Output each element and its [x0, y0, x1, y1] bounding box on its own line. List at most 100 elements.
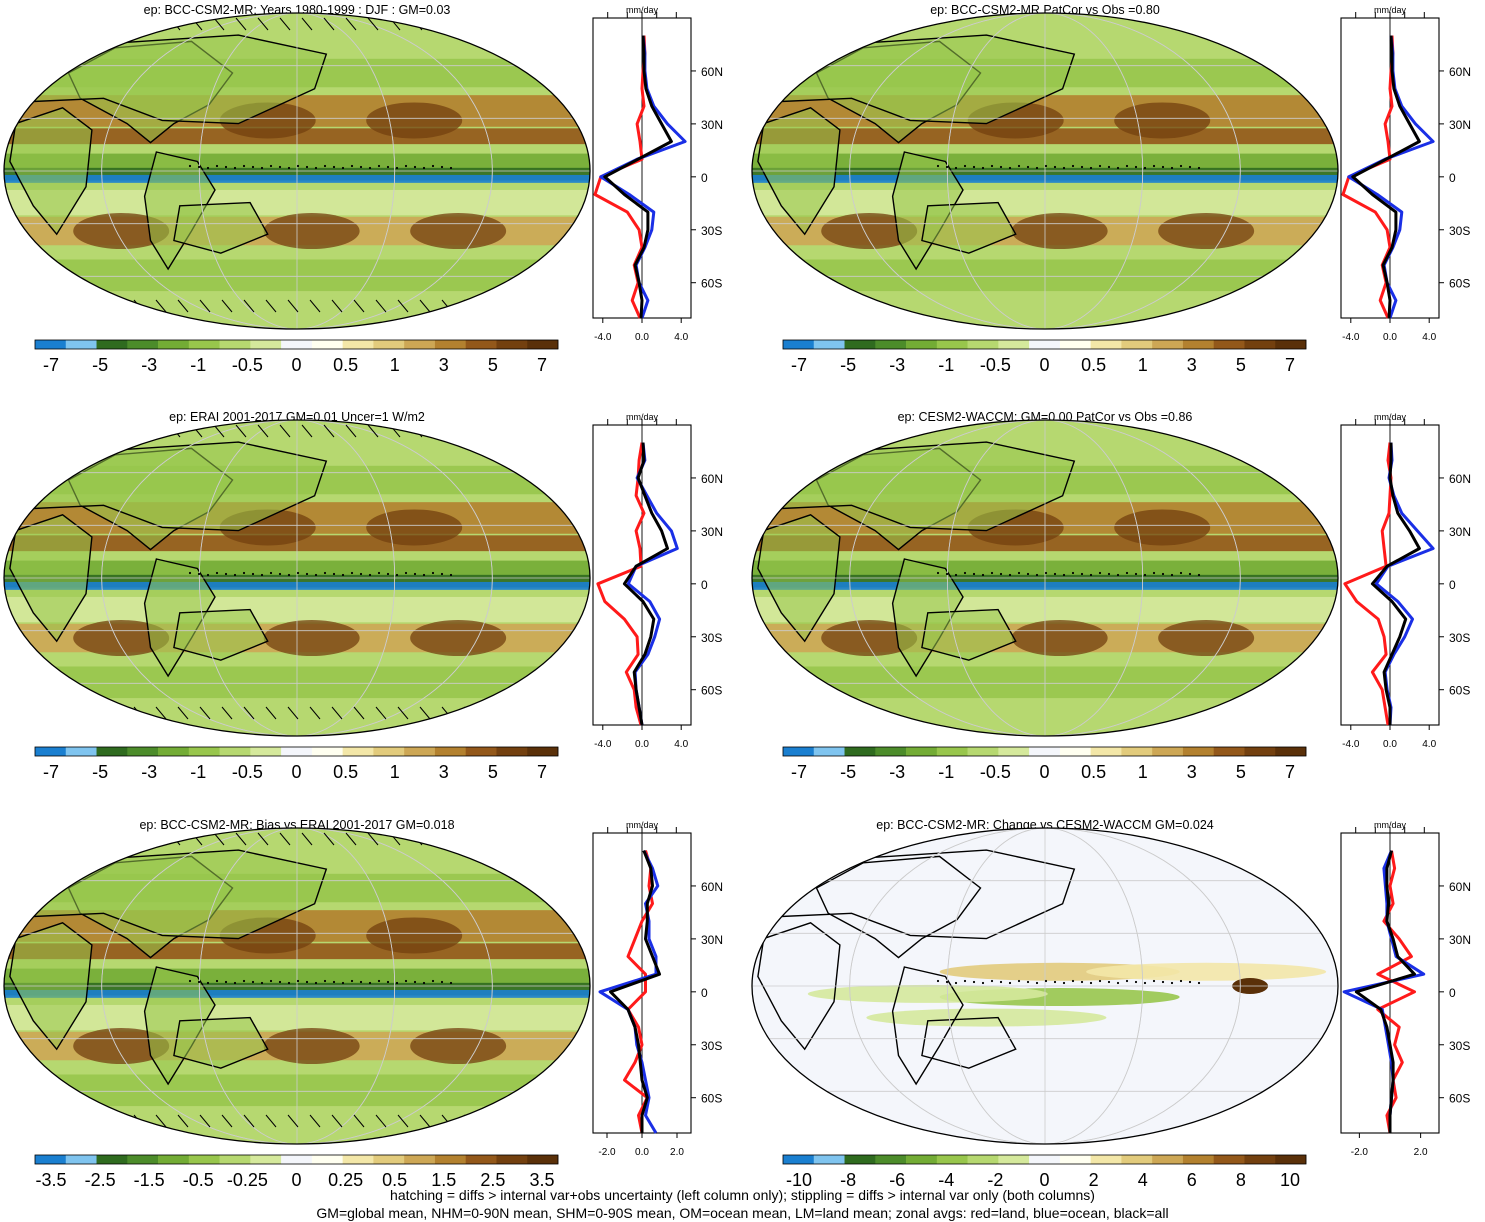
hatch-mark: [486, 1115, 496, 1127]
hatch-mark: [434, 833, 444, 845]
stipple-dot: [234, 574, 236, 576]
stipple-dot: [333, 573, 335, 575]
colorbar-swatch: [1244, 1155, 1275, 1164]
colorbar-swatch: [875, 1155, 906, 1164]
stipple-dot: [973, 573, 975, 575]
colorbar-swatch: [404, 340, 435, 349]
colorbar-label: -5: [92, 762, 108, 782]
stipple-dot: [1135, 573, 1137, 575]
stipple-dot: [207, 982, 209, 984]
panel-3: ep: ERAI 2001-2017 GM=0.01 Uncer=1 W/m2-…: [4, 410, 723, 782]
stipple-dot: [288, 167, 290, 169]
footer-line-2: GM=global mean, NHM=0-90N mean, SHM=0-90…: [0, 1205, 1485, 1222]
stipple-dot: [1198, 167, 1200, 169]
stipple-dot: [324, 980, 326, 982]
colorbar-label: 0.5: [1081, 762, 1106, 782]
colorbar-swatch: [220, 1155, 251, 1164]
colorbar-swatch: [1029, 1155, 1060, 1164]
colorbar-swatch: [875, 747, 906, 756]
colorbar-label: -7: [43, 762, 59, 782]
stipple-dot: [991, 572, 993, 574]
zonal-lat-label: 30N: [701, 525, 723, 539]
colorbar-swatch: [845, 1155, 876, 1164]
colorbar-swatch: [404, 747, 435, 756]
stipple-dot: [1090, 167, 1092, 169]
hatch-mark: [126, 833, 136, 845]
stipple-dot: [1153, 165, 1155, 167]
zonal-x-label: 2.0: [670, 1147, 684, 1158]
stipple-dot: [369, 167, 371, 169]
colorbar-swatch: [189, 747, 220, 756]
colorbar-swatch: [998, 1155, 1029, 1164]
hatch-mark: [112, 300, 122, 312]
colorbar-swatch: [281, 747, 312, 756]
colorbar-swatch: [814, 747, 845, 756]
hatch-mark: [456, 833, 466, 845]
colorbar-label: 7: [1285, 762, 1295, 782]
colorbar-label: -0.5: [232, 762, 263, 782]
stipple-dot: [946, 573, 948, 575]
stipple-dot: [450, 982, 452, 984]
stipple-dot: [1144, 574, 1146, 576]
zonal-x-label: 4.0: [674, 332, 688, 343]
stipple-dot: [252, 573, 254, 575]
colorbar-label: -0.5: [232, 355, 263, 375]
colorbar-label: -1: [190, 355, 206, 375]
zonal-lat-label: 60N: [1449, 880, 1471, 894]
stipple-dot: [1099, 980, 1101, 982]
zonal-lat-label: 0: [701, 171, 708, 185]
stipple-dot: [315, 982, 317, 984]
stipple-dot: [441, 166, 443, 168]
colorbar-label: 7: [537, 762, 547, 782]
colorbar-swatch: [1152, 1155, 1183, 1164]
hatch-mark: [464, 707, 474, 719]
stipple-dot: [234, 982, 236, 984]
stipple-dot: [450, 574, 452, 576]
dry-core: [1012, 620, 1108, 656]
stipple-dot: [964, 980, 966, 982]
stipple-dot: [1090, 982, 1092, 984]
stipple-dot: [991, 165, 993, 167]
stipple-dot: [1036, 167, 1038, 169]
stipple-dot: [1135, 166, 1137, 168]
colorbar-swatch: [1091, 1155, 1122, 1164]
map-field: [4, 13, 590, 329]
colorbar-label: 3: [1187, 355, 1197, 375]
stipple-dot: [1198, 982, 1200, 984]
colorbar-label: -5: [840, 762, 856, 782]
colorbar-swatch: [783, 340, 814, 349]
stipple-dot: [225, 981, 227, 983]
zonal-lat-label: 60N: [701, 65, 723, 79]
stipple-dot: [360, 981, 362, 983]
stipple-dot: [946, 981, 948, 983]
dry-core: [410, 213, 506, 249]
stipple-dot: [1009, 982, 1011, 984]
colorbar-swatch: [250, 340, 281, 349]
stipple-dot: [1099, 165, 1101, 167]
zonal-lat-label: 60S: [701, 684, 722, 698]
stipple-dot: [387, 573, 389, 575]
map-field: [752, 420, 1338, 736]
stipple-dot: [288, 574, 290, 576]
stipple-dot: [261, 167, 263, 169]
stipple-dot: [270, 572, 272, 574]
stipple-dot: [1117, 574, 1119, 576]
stipple-dot: [1000, 981, 1002, 983]
stipple-dot: [270, 165, 272, 167]
colorbar-swatch: [158, 340, 189, 349]
stipple-dot: [937, 572, 939, 574]
stipple-dot: [1099, 572, 1101, 574]
dry-core: [1158, 620, 1254, 656]
colorbar-label: 3: [439, 355, 449, 375]
colorbar-swatch: [937, 1155, 968, 1164]
zonal-x-label: -4.0: [1342, 739, 1360, 750]
stipple-dot: [1108, 981, 1110, 983]
stipple-dot: [1153, 572, 1155, 574]
hatch-mark: [60, 833, 70, 845]
colorbar-swatch: [97, 340, 128, 349]
stipple-dot: [991, 980, 993, 982]
colorbar-swatch: [250, 747, 281, 756]
colorbar-label: -0.5: [980, 762, 1011, 782]
